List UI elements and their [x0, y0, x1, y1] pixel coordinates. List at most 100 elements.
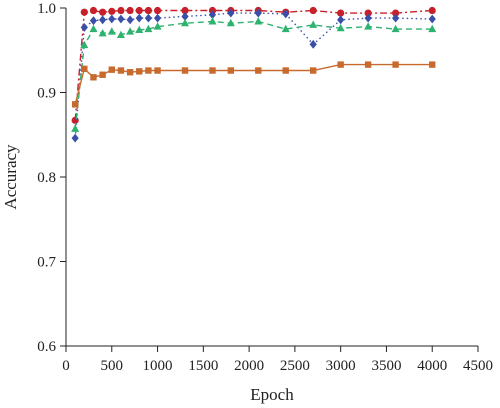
plot-marks — [71, 6, 437, 143]
data-point — [181, 67, 189, 74]
data-point — [80, 8, 88, 16]
data-point — [226, 18, 235, 27]
data-point — [81, 65, 88, 73]
data-point — [428, 6, 436, 15]
data-point — [254, 8, 262, 18]
data-point — [429, 61, 436, 68]
data-point — [116, 30, 125, 39]
data-point — [135, 6, 143, 15]
data-point — [428, 14, 436, 24]
data-point — [99, 71, 106, 78]
x-tick-label: 1000 — [143, 358, 173, 374]
data-point — [126, 6, 134, 15]
x-tick-label: 2500 — [280, 358, 310, 374]
series-4 — [71, 61, 436, 108]
y-tick-label: 0.7 — [37, 255, 56, 271]
data-point — [71, 133, 79, 143]
y-tick-label: 0.6 — [37, 339, 56, 355]
data-point — [227, 67, 234, 74]
data-point — [98, 28, 107, 37]
data-point — [364, 9, 372, 17]
y-tick-label: 0.8 — [37, 170, 56, 186]
x-tick-label: 4500 — [463, 358, 493, 374]
x-tick-label: 3000 — [326, 358, 356, 374]
y-ticks: 0.6 0.7 0.8 0.9 1.0 — [37, 1, 66, 355]
data-point — [117, 6, 125, 15]
data-point — [135, 25, 144, 33]
data-point — [71, 124, 80, 132]
data-point — [145, 67, 152, 74]
data-point — [208, 10, 217, 20]
data-point — [89, 6, 98, 15]
data-point — [391, 24, 400, 33]
series-3 — [71, 17, 437, 132]
data-point — [255, 67, 262, 74]
data-point — [428, 24, 437, 33]
data-point — [364, 61, 372, 68]
data-point — [254, 17, 263, 25]
data-point — [126, 27, 135, 35]
data-point — [309, 39, 317, 49]
x-tick-label: 3500 — [371, 358, 401, 374]
data-point — [90, 74, 97, 81]
data-point — [117, 67, 125, 74]
data-point — [153, 22, 162, 30]
data-point — [89, 24, 98, 33]
data-point — [392, 13, 400, 23]
data-point — [227, 8, 235, 18]
axes — [65, 8, 478, 347]
data-point — [309, 20, 318, 28]
data-point — [181, 18, 190, 27]
data-point — [144, 6, 152, 15]
data-point — [144, 13, 152, 23]
x-tick-label: 4000 — [417, 358, 447, 374]
data-point — [108, 14, 116, 24]
data-point — [208, 17, 217, 25]
series-2 — [71, 8, 436, 143]
data-point — [364, 22, 373, 30]
data-point — [181, 6, 189, 15]
data-point — [337, 15, 345, 25]
x-tick-label: 500 — [101, 358, 124, 374]
data-point — [209, 67, 216, 74]
data-point — [337, 61, 344, 68]
y-axis-label: Accuracy — [1, 144, 20, 210]
data-point — [281, 24, 290, 33]
data-point — [99, 15, 107, 25]
data-point — [364, 13, 372, 23]
series-1 — [71, 6, 436, 124]
data-point — [108, 7, 116, 15]
data-point — [107, 27, 116, 35]
x-axis-label: Epoch — [250, 385, 294, 404]
y-tick-label: 0.9 — [37, 86, 56, 102]
data-point — [392, 9, 400, 17]
data-point — [135, 13, 143, 23]
series-line — [74, 9, 433, 121]
data-point — [309, 6, 317, 15]
data-point — [153, 6, 162, 15]
x-tick-label: 2000 — [234, 358, 264, 374]
data-point — [153, 13, 162, 23]
x-tick-label: 1500 — [188, 358, 218, 374]
data-point — [136, 68, 143, 75]
data-point — [80, 40, 89, 49]
x-tick-label: 0 — [62, 358, 70, 374]
data-point — [126, 15, 134, 25]
data-point — [282, 9, 290, 19]
y-tick-label: 1.0 — [37, 1, 56, 17]
data-point — [337, 9, 345, 17]
data-point — [80, 23, 88, 32]
data-point — [71, 101, 79, 108]
data-point — [144, 24, 153, 33]
data-point — [154, 67, 161, 74]
x-ticks: 0 500 1000 1500 2000 2500 3000 3500 4000 4500 — [62, 346, 493, 374]
data-point — [126, 69, 134, 76]
data-point — [336, 23, 345, 32]
data-point — [99, 8, 107, 16]
data-point — [282, 67, 289, 74]
data-point — [108, 66, 115, 73]
data-point — [89, 16, 98, 26]
data-point — [310, 67, 317, 74]
data-point — [181, 12, 189, 21]
data-point — [117, 14, 125, 24]
